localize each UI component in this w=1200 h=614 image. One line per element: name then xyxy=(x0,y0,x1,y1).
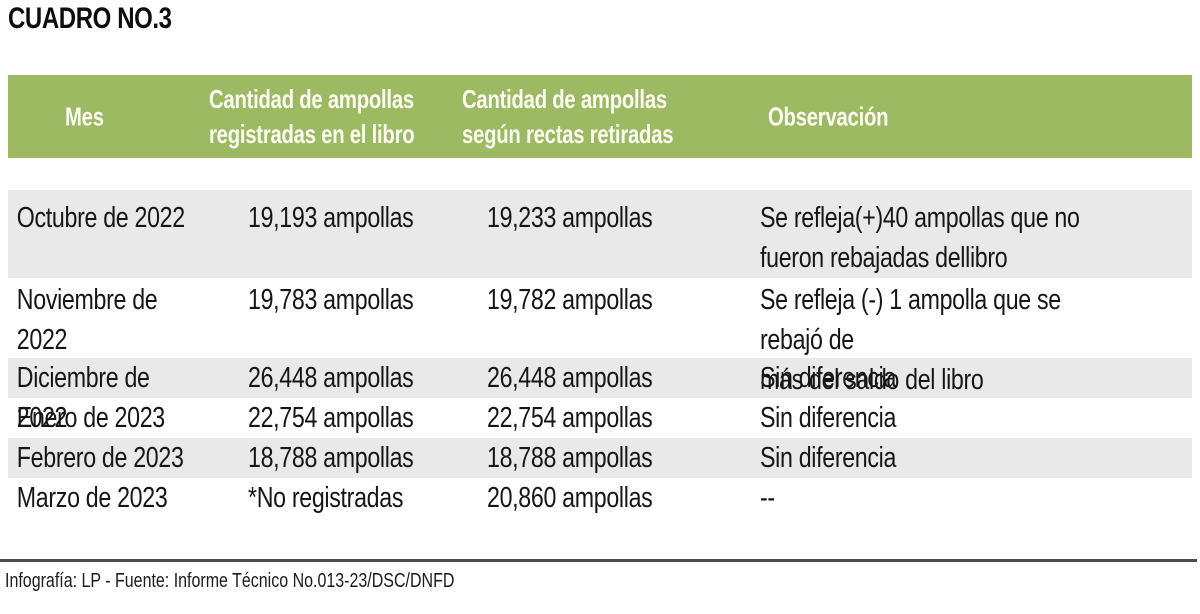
cell-retiradas: 22,754 ampollas xyxy=(487,402,653,434)
cell-mes: Febrero de 2023 xyxy=(16,442,184,474)
page-title: CUADRO NO.3 xyxy=(8,2,172,35)
cell-registradas: 18,788 ampollas xyxy=(248,442,414,474)
cell-retiradas: 19,782 ampollas xyxy=(487,284,653,316)
cell-mes: Noviembre de 2022 xyxy=(16,284,158,356)
cell-retiradas: 18,788 ampollas xyxy=(487,442,653,474)
column-header-mes: Mes xyxy=(65,101,104,131)
cell-registradas: 19,783 ampollas xyxy=(248,284,414,316)
source-caption: Infografía: LP - Fuente: Informe Técnico… xyxy=(5,570,455,592)
cell-mes: Diciembre de 2022 xyxy=(16,362,150,434)
cell-observacion: Se refleja(+)40 ampollas que no fueron r… xyxy=(760,202,1080,274)
table-body: Octubre de 2022 19,193 ampollas 19,233 a… xyxy=(8,190,1192,518)
table-row: Noviembre de 2022 19,783 ampollas 19,782… xyxy=(8,278,1192,396)
cell-retiradas: 19,233 ampollas xyxy=(487,202,653,234)
column-header-observacion: Observación xyxy=(768,101,889,131)
cell-observacion: Se refleja (-) 1 ampolla que se rebajó d… xyxy=(760,284,1061,396)
table-row: Febrero de 2023 18,788 ampollas 18,788 a… xyxy=(8,438,1192,478)
cell-observacion: Sin diferencia xyxy=(760,402,897,434)
cell-observacion: -- xyxy=(760,482,775,514)
table-row: Diciembre de 2022 26,448 ampollas 26,448… xyxy=(8,358,1192,434)
cell-registradas: 19,193 ampollas xyxy=(248,202,414,234)
cell-registradas: 22,754 ampollas xyxy=(248,402,414,434)
cell-mes: Enero de 2023 xyxy=(16,402,165,434)
cell-registradas: *No registradas xyxy=(248,482,404,514)
table-row: Enero de 2023 22,754 ampollas 22,754 amp… xyxy=(8,398,1192,438)
column-header-registradas: Cantidad de ampollas registradas en el l… xyxy=(209,83,415,149)
cell-retiradas: 26,448 ampollas xyxy=(487,362,653,394)
table-row: Marzo de 2023 *No registradas 20,860 amp… xyxy=(8,478,1192,518)
cell-mes: Octubre de 2022 xyxy=(16,202,185,234)
column-header-retiradas: Cantidad de ampollas según rectas retira… xyxy=(462,83,674,149)
cell-registradas: 26,448 ampollas xyxy=(248,362,414,394)
cell-retiradas: 20,860 ampollas xyxy=(487,482,653,514)
footer-divider xyxy=(0,559,1197,562)
table-header: Mes Cantidad de ampollas registradas en … xyxy=(8,75,1192,158)
cell-observacion: Sin diferencia xyxy=(760,442,897,474)
table-row: Octubre de 2022 19,193 ampollas 19,233 a… xyxy=(8,190,1192,278)
cell-mes: Marzo de 2023 xyxy=(16,482,168,514)
cell-observacion: Sin diferencia xyxy=(760,362,897,394)
